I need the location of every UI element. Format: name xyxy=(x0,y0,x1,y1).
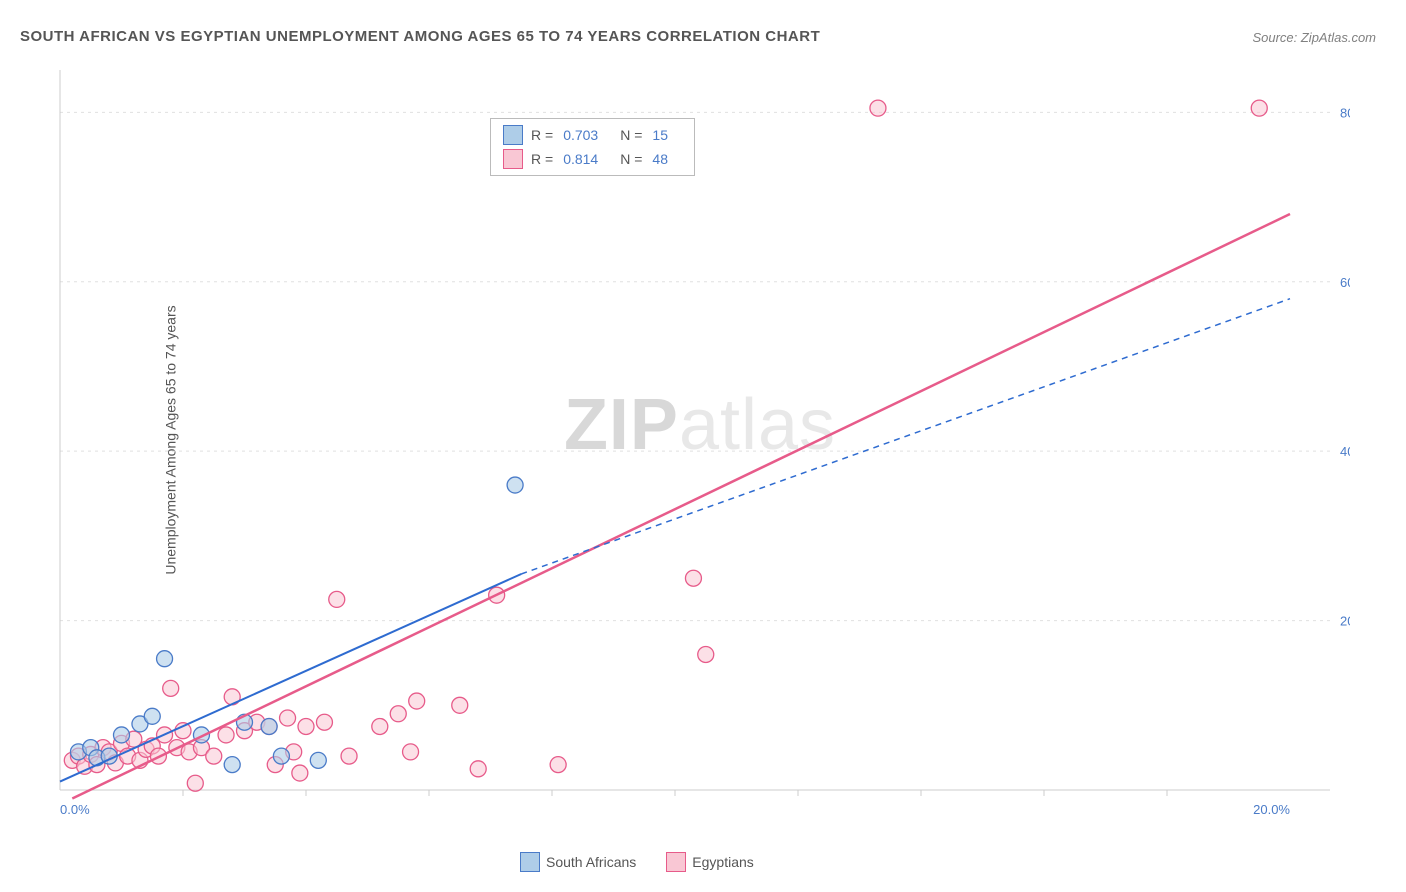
svg-text:20.0%: 20.0% xyxy=(1340,614,1350,629)
stats-row-egyptians: R =0.814 N =48 xyxy=(503,147,682,171)
scatter-plot: 20.0% 40.0% 60.0% 80.0% 0.0% 20.0% xyxy=(50,60,1350,820)
svg-text:20.0%: 20.0% xyxy=(1253,802,1290,817)
correlation-stats-box: R =0.703 N =15 R =0.814 N =48 xyxy=(490,118,695,176)
swatch-blue-icon xyxy=(503,125,523,145)
chart-area: Unemployment Among Ages 65 to 74 years Z… xyxy=(50,60,1350,820)
source-attribution: Source: ZipAtlas.com xyxy=(1252,30,1376,45)
stats-row-south-africans: R =0.703 N =15 xyxy=(503,123,682,147)
svg-text:60.0%: 60.0% xyxy=(1340,275,1350,290)
swatch-pink-icon xyxy=(666,852,686,872)
legend: South Africans Egyptians xyxy=(520,852,754,872)
legend-item-egyptians: Egyptians xyxy=(666,852,753,872)
svg-text:0.0%: 0.0% xyxy=(60,802,90,817)
legend-item-south-africans: South Africans xyxy=(520,852,636,872)
svg-text:40.0%: 40.0% xyxy=(1340,444,1350,459)
swatch-pink-icon xyxy=(503,149,523,169)
svg-text:80.0%: 80.0% xyxy=(1340,105,1350,120)
chart-title: SOUTH AFRICAN VS EGYPTIAN UNEMPLOYMENT A… xyxy=(20,28,820,45)
swatch-blue-icon xyxy=(520,852,540,872)
